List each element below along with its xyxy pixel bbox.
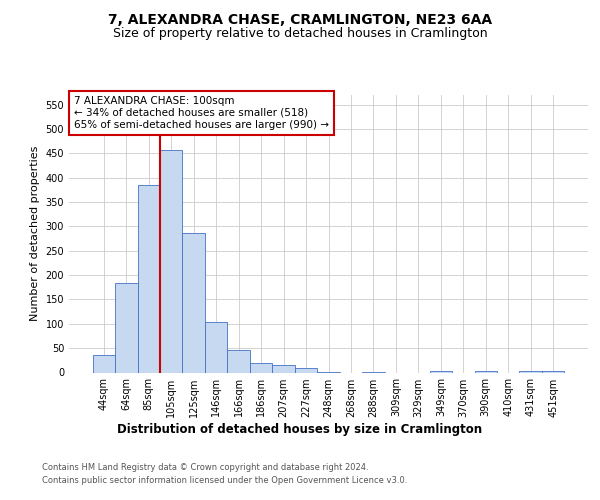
Text: Distribution of detached houses by size in Cramlington: Distribution of detached houses by size … (118, 422, 482, 436)
Bar (92, 356, 115, 372)
Bar (272, 365, 295, 372)
Bar (475, 370, 497, 372)
Bar (182, 233, 205, 372)
Bar (227, 350, 250, 372)
Text: 7 ALEXANDRA CHASE: 100sqm
← 34% of detached houses are smaller (518)
65% of semi: 7 ALEXANDRA CHASE: 100sqm ← 34% of detac… (74, 96, 329, 130)
Bar (160, 150, 182, 372)
Text: Size of property relative to detached houses in Cramlington: Size of property relative to detached ho… (113, 28, 487, 40)
Bar (115, 284, 137, 372)
Bar (430, 370, 452, 372)
Bar (295, 368, 317, 372)
Bar (205, 322, 227, 372)
Bar (137, 185, 160, 372)
Text: Contains HM Land Registry data © Crown copyright and database right 2024.: Contains HM Land Registry data © Crown c… (42, 462, 368, 471)
Y-axis label: Number of detached properties: Number of detached properties (30, 146, 40, 322)
Bar (250, 363, 272, 372)
Text: 7, ALEXANDRA CHASE, CRAMLINGTON, NE23 6AA: 7, ALEXANDRA CHASE, CRAMLINGTON, NE23 6A… (108, 12, 492, 26)
Bar (542, 371, 565, 372)
Bar (520, 371, 542, 372)
Text: Contains public sector information licensed under the Open Government Licence v3: Contains public sector information licen… (42, 476, 407, 485)
